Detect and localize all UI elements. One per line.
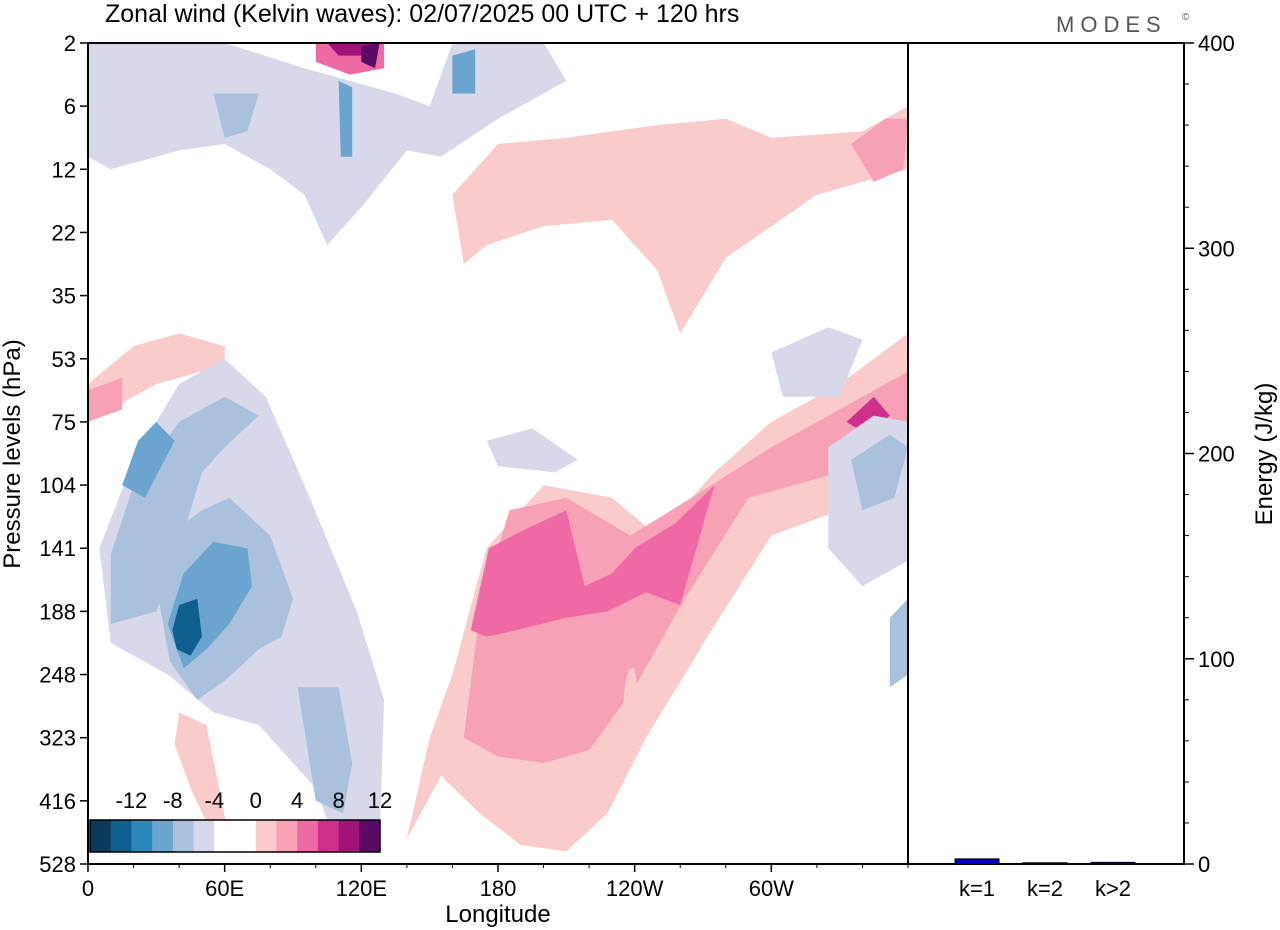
y-tick-label: 323 xyxy=(39,726,76,751)
contour-negative xyxy=(110,396,259,624)
heatmap-plot: 0 60E 120E 180 120W 60W 2 6 12 22 35 53 75 104 141 188… xyxy=(0,31,909,928)
y-tick-label: 6 xyxy=(64,94,76,119)
energy-y-axis-label: Energy (J/kg) xyxy=(1251,383,1278,526)
colorbar-swatch xyxy=(338,820,360,852)
x-tick-label: 120E xyxy=(336,876,387,901)
contour-negative xyxy=(338,80,353,157)
colorbar-swatch xyxy=(193,820,215,852)
contour-positive xyxy=(452,106,908,334)
contour-negative xyxy=(851,434,908,511)
energy-tick-label: 300 xyxy=(1198,236,1235,261)
heatmap-x-axis: 0 60E 120E 180 120W 60W xyxy=(82,864,909,901)
colorbar-swatch xyxy=(90,820,112,852)
y-tick-label: 248 xyxy=(39,663,76,688)
x-tick-label: 120W xyxy=(606,876,664,901)
colorbar-swatch xyxy=(110,820,132,852)
energy-y-axis: 0 100 200 300 400 xyxy=(1184,31,1235,877)
colorbar-swatch xyxy=(297,820,319,852)
colorbar-swatch xyxy=(317,820,340,852)
brand-name: MODES xyxy=(1056,12,1167,37)
y-tick-label: 75 xyxy=(52,410,76,435)
contour-negative xyxy=(213,93,259,138)
colorbar-label: -4 xyxy=(205,788,225,813)
contour-positive xyxy=(846,396,890,435)
energy-bar xyxy=(1022,862,1068,865)
x-tick-label: 60E xyxy=(205,876,244,901)
colorbar-label: 4 xyxy=(291,788,303,813)
energy-tick-label: 0 xyxy=(1198,852,1210,877)
colorbar-swatch xyxy=(214,820,236,852)
energy-tick-label: 200 xyxy=(1198,442,1235,467)
contour-negative xyxy=(88,43,567,246)
contour-positive xyxy=(88,377,123,422)
y-tick-label: 35 xyxy=(52,284,76,309)
contour-positive xyxy=(623,667,637,720)
contour-positive xyxy=(361,43,380,69)
y-tick-label: 2 xyxy=(64,31,76,56)
energy-category-label: k=2 xyxy=(1027,876,1063,901)
colorbar-swatch xyxy=(152,820,174,852)
x-tick-label: 0 xyxy=(82,876,94,901)
colorbar-swatch xyxy=(359,820,381,852)
x-tick-label: 180 xyxy=(480,876,517,901)
colorbar-label: -12 xyxy=(116,788,148,813)
contour-negative xyxy=(889,598,908,688)
y-tick-label: 104 xyxy=(39,473,76,498)
energy-bar-chart: 0 100 200 300 400 k=1 k=2 k>2 Energy (J/kg) xyxy=(907,31,1278,901)
y-tick-label: 188 xyxy=(39,599,76,624)
heatmap-y-axis: 2 6 12 22 35 53 75 104 141 188 248 323 416 528 xyxy=(39,31,88,877)
chart-title: Zonal wind (Kelvin waves): 02/07/2025 00… xyxy=(105,0,739,28)
contour-positive xyxy=(470,485,715,637)
brand-mark: © xyxy=(1182,12,1190,23)
energy-bar xyxy=(1090,861,1136,865)
colorbar-label: -8 xyxy=(163,788,183,813)
brand-logo: MODES xyxy=(1056,12,1167,37)
energy-category-label: k>2 xyxy=(1095,876,1131,901)
colorbar-swatch xyxy=(255,820,277,852)
contour-negative xyxy=(297,687,353,814)
colorbar-swatch xyxy=(235,820,257,852)
contour-negative xyxy=(122,421,175,498)
contour-negative xyxy=(771,327,863,397)
energy-tick-label: 100 xyxy=(1198,647,1235,672)
colorbar-swatch xyxy=(131,820,153,852)
colorbar-label: 12 xyxy=(368,788,392,813)
colorbar-label: 0 xyxy=(250,788,262,813)
energy-frame xyxy=(907,42,1185,865)
heatmap-x-axis-label: Longitude xyxy=(445,901,550,928)
energy-category-label: k=1 xyxy=(959,876,995,901)
energy-x-axis: k=1 k=2 k>2 xyxy=(959,876,1131,901)
x-tick-label: 60W xyxy=(749,876,794,901)
colorbar-frame xyxy=(89,819,381,853)
colorbar-swatch xyxy=(172,820,195,852)
colorbar: -12 -8 -4 0 4 8 12 xyxy=(89,788,392,853)
colorbar-label: 8 xyxy=(332,788,344,813)
y-tick-label: 22 xyxy=(52,220,76,245)
y-tick-label: 53 xyxy=(52,347,76,372)
energy-bar xyxy=(954,858,1000,865)
contour-negative xyxy=(172,598,202,656)
contour-negative xyxy=(452,49,476,94)
contour-negative xyxy=(486,428,578,473)
energy-tick-label: 400 xyxy=(1198,31,1235,56)
y-tick-label: 528 xyxy=(39,852,76,877)
contour-positive xyxy=(851,118,908,182)
y-tick-label: 141 xyxy=(39,536,76,561)
y-tick-label: 416 xyxy=(39,789,76,814)
heatmap-y-axis-label: Pressure levels (hPa) xyxy=(0,339,26,568)
colorbar-swatch xyxy=(276,820,298,852)
contour-positive xyxy=(174,712,230,852)
y-tick-label: 12 xyxy=(52,157,76,182)
